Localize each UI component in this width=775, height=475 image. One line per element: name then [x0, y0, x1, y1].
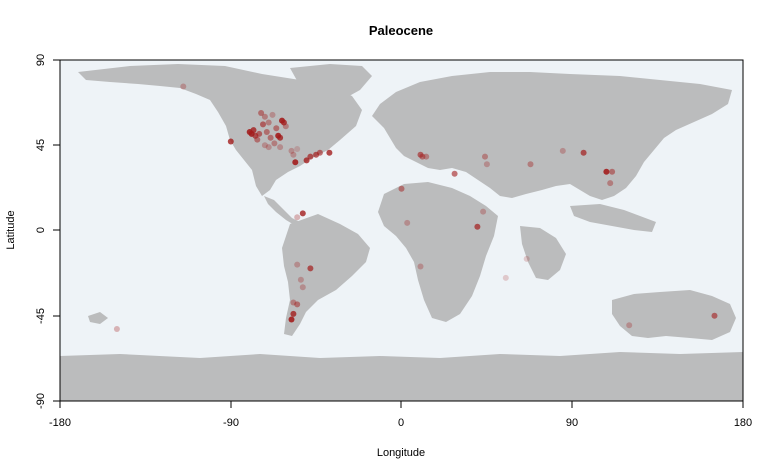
occurrence-point: [250, 127, 257, 134]
landmass-greenland: [290, 64, 372, 100]
x-tick-label: -90: [223, 417, 239, 429]
chart-title: Paleocene: [369, 23, 433, 38]
landmass-india: [520, 226, 566, 280]
occurrence-point: [316, 149, 323, 156]
occurrence-point: [280, 119, 287, 126]
occurrence-point: [711, 312, 718, 319]
occurrence-point: [423, 153, 430, 160]
occurrence-point: [398, 185, 405, 192]
occurrence-point: [294, 301, 301, 308]
occurrence-point: [626, 322, 633, 329]
occurrence-point: [559, 147, 566, 154]
y-tick-label: 45: [35, 139, 47, 151]
y-axis-title: Latitude: [5, 210, 17, 249]
occurrence-point: [261, 113, 268, 120]
y-tick-label: 90: [35, 54, 47, 66]
fossil-occurrence-points: [113, 83, 718, 332]
y-tick-label: 0: [35, 227, 47, 233]
y-tick-label: -45: [35, 308, 47, 324]
landmass-eurasia: [372, 72, 732, 200]
occurrence-point: [227, 138, 234, 145]
occurrence-point: [299, 284, 306, 291]
occurrence-point: [288, 316, 295, 323]
landmass-africa: [378, 182, 498, 322]
x-tick-label: 180: [734, 417, 752, 429]
landmass-layer: [60, 64, 743, 401]
occurrence-point: [299, 210, 306, 217]
x-tick-label: 0: [398, 417, 404, 429]
occurrence-point: [277, 134, 284, 141]
occurrence-point: [307, 153, 314, 160]
x-tick-label: 90: [566, 417, 578, 429]
y-tick-label: -90: [35, 393, 47, 409]
occurrence-point: [419, 153, 426, 160]
occurrence-point: [267, 134, 274, 141]
x-tick-labels: -180 -90 0 90 180: [49, 417, 752, 429]
occurrence-point: [527, 161, 534, 168]
occurrence-point: [180, 83, 187, 90]
landmass-central-america: [264, 196, 300, 226]
occurrence-point: [277, 144, 284, 151]
occurrence-point: [474, 223, 481, 230]
occurrence-point: [288, 147, 295, 154]
occurrence-point: [258, 110, 265, 116]
occurrence-point: [290, 151, 297, 158]
occurrence-point: [607, 180, 614, 187]
occurrence-point: [451, 170, 458, 177]
plot-area: [59, 59, 744, 402]
occurrence-point: [297, 276, 304, 283]
occurrence-point: [254, 136, 261, 143]
y-tick-labels: 90 45 0 -45 -90: [35, 54, 47, 409]
occurrence-point: [482, 153, 488, 160]
occurrence-point: [292, 159, 299, 166]
x-tick-label: -180: [49, 417, 71, 429]
occurrence-point: [303, 157, 310, 164]
x-axis: [59, 401, 744, 408]
occurrence-point: [523, 255, 530, 262]
landmass-antarctica: [60, 352, 743, 401]
occurrence-point: [256, 130, 263, 137]
occurrence-point: [282, 123, 289, 130]
occurrence-point: [294, 214, 301, 221]
landmass-australia: [612, 290, 736, 340]
occurrence-point: [290, 310, 297, 317]
x-axis-title: Longitude: [377, 447, 425, 459]
occurrence-point: [271, 140, 278, 147]
occurrence-point: [260, 121, 266, 128]
occurrence-point: [265, 144, 272, 151]
occurrence-point: [265, 119, 272, 126]
landmass-southeast-asia: [570, 204, 656, 232]
y-axis: [53, 59, 60, 402]
landmass-north-america: [78, 64, 362, 196]
occurrence-point: [294, 261, 301, 268]
occurrence-point: [326, 149, 333, 156]
occurrence-point: [580, 149, 587, 156]
occurrence-point: [269, 111, 276, 118]
occurrence-point: [502, 274, 509, 281]
occurrence-point: [261, 142, 268, 149]
occurrence-point: [603, 168, 610, 175]
occurrence-point: [609, 168, 616, 175]
occurrence-point: [113, 326, 120, 332]
occurrence-point: [273, 125, 280, 132]
occurrence-point: [307, 265, 314, 272]
occurrence-point: [417, 263, 424, 270]
landmass-south-america: [282, 214, 370, 336]
occurrence-point: [294, 146, 301, 152]
occurrence-point: [404, 219, 411, 226]
occurrence-point: [263, 129, 270, 135]
occurrence-point: [483, 161, 490, 168]
landmass-new-zealand: [88, 312, 108, 324]
occurrence-point: [480, 208, 487, 215]
